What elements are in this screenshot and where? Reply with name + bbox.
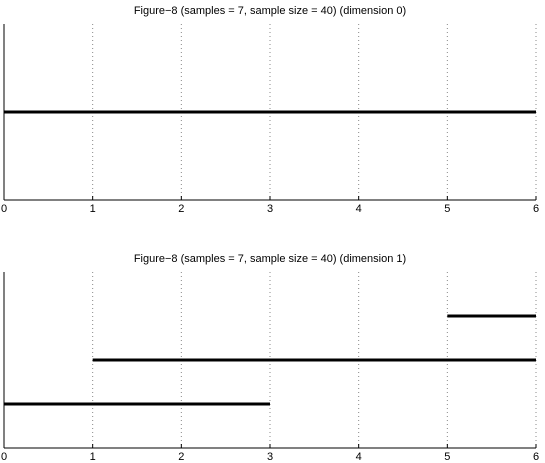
chart-dimension-0: Figure−8 (samples = 7, sample size = 40)… (1, 5, 539, 215)
x-ticks: 0 1 2 3 4 5 6 (1, 196, 539, 215)
x-tick-label: 4 (356, 451, 362, 463)
x-tick-label: 2 (178, 451, 184, 463)
x-tick-label: 3 (267, 203, 273, 215)
chart-title: Figure−8 (samples = 7, sample size = 40)… (134, 253, 406, 265)
chart-title: Figure−8 (samples = 7, sample size = 40)… (134, 5, 406, 17)
x-tick-label: 5 (444, 203, 450, 215)
x-tick-label: 3 (267, 451, 273, 463)
x-tick-label: 5 (444, 451, 450, 463)
x-tick-label: 2 (178, 203, 184, 215)
chart-dimension-1: Figure−8 (samples = 7, sample size = 40)… (1, 253, 539, 463)
x-tick-label: 0 (1, 203, 7, 215)
x-tick-label: 6 (533, 451, 539, 463)
x-tick-label: 4 (356, 203, 362, 215)
bars (4, 314, 536, 406)
x-tick-label: 1 (90, 451, 96, 463)
x-ticks: 0 1 2 3 4 5 6 (1, 444, 539, 463)
x-tick-label: 6 (533, 203, 539, 215)
x-tick-label: 0 (1, 451, 7, 463)
x-tick-label: 1 (90, 203, 96, 215)
